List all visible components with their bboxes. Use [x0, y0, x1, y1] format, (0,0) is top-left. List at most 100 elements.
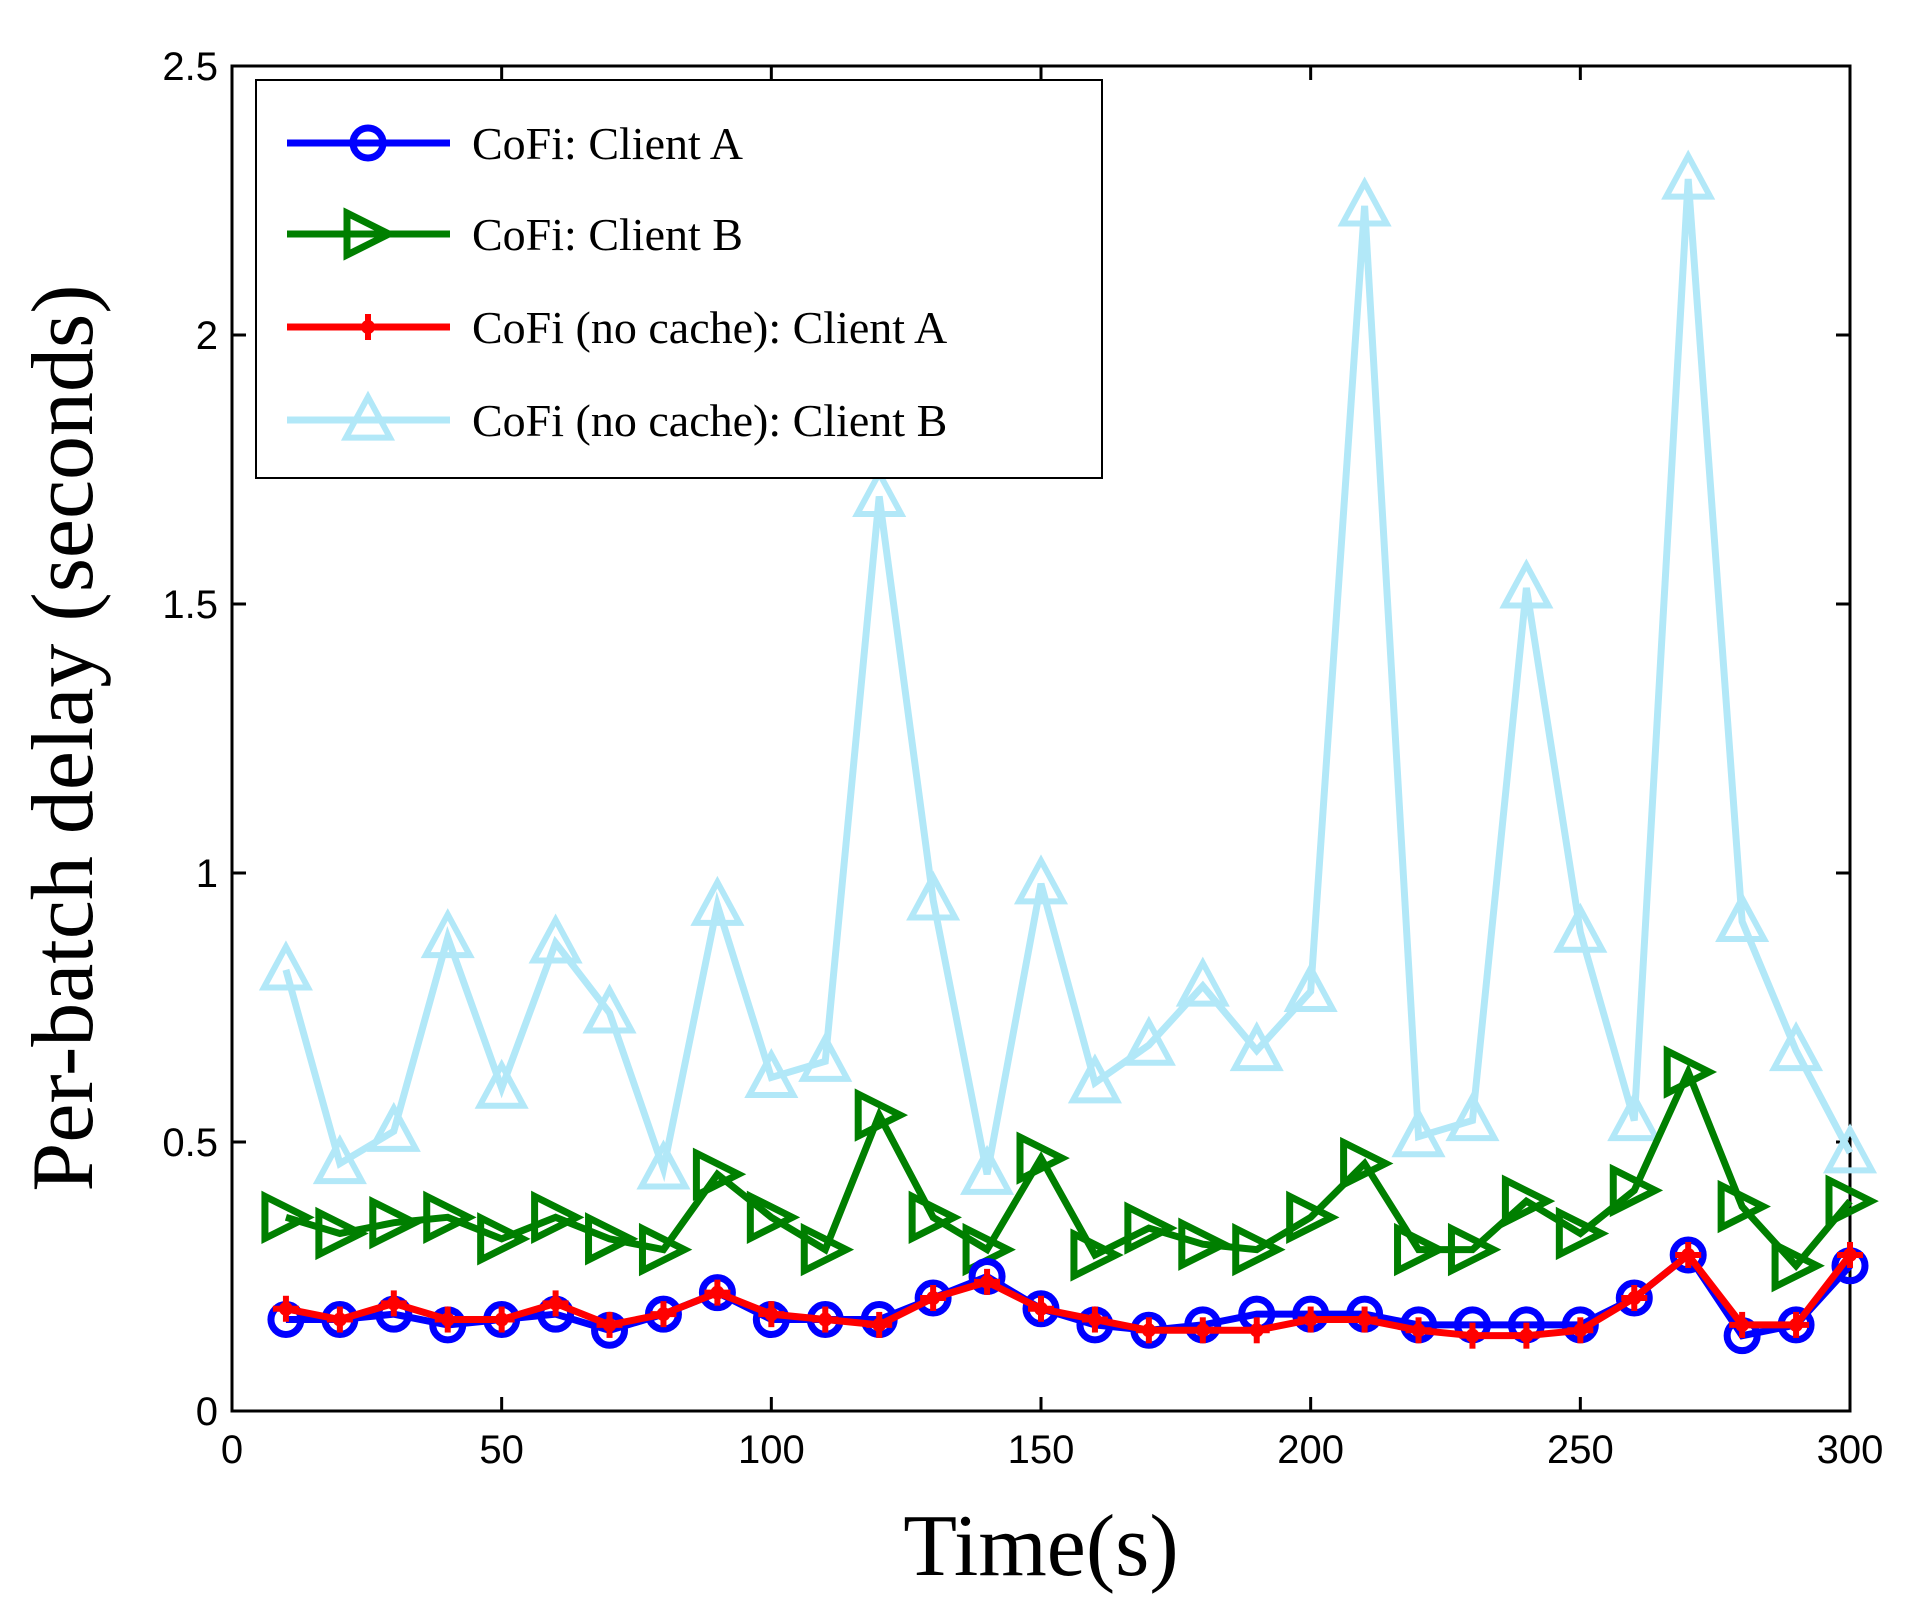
series-2-point [423, 1190, 477, 1244]
series-3-point-dot [1357, 1312, 1372, 1327]
series-2-point [746, 1190, 801, 1244]
legend-label-4: CoFi (no cache): Client B [472, 395, 947, 446]
series-4-point [852, 466, 907, 517]
series-2-point [1016, 1131, 1070, 1185]
legend-marker-4 [340, 390, 396, 441]
series-3-point-dot [602, 1317, 617, 1332]
series-3-point-dot [1573, 1323, 1588, 1338]
series-3-point-dot [278, 1301, 293, 1316]
series-1-point [914, 1279, 952, 1317]
series-3-point [542, 1290, 569, 1317]
series-2-point [261, 1190, 315, 1244]
axis-ticks: 0 50 100 150 200 250 300 0 0.5 1 1.5 2 2.5 [162, 45, 1883, 1472]
series-4-point [1661, 149, 1716, 200]
series-3-point-dot [1249, 1323, 1264, 1338]
series-3-point [1405, 1317, 1432, 1344]
series-2-point [1340, 1136, 1394, 1191]
y-tick-label: 2 [196, 314, 218, 358]
series-3-point [1081, 1306, 1108, 1333]
series-2-point [638, 1222, 693, 1277]
series-4-point [1607, 1091, 1662, 1142]
series-3-point-dot [1411, 1323, 1426, 1338]
series-3-point [596, 1311, 623, 1338]
series-3 [272, 1241, 1863, 1349]
series-2-point [369, 1196, 423, 1250]
series-3-point-dot [710, 1285, 725, 1300]
series-3-point [1513, 1322, 1540, 1349]
series-3-point-dot [1465, 1328, 1480, 1343]
series-3-point-dot [1627, 1291, 1642, 1306]
series-3-point [1837, 1241, 1863, 1268]
series-2-point [315, 1206, 369, 1261]
series-3-point [434, 1306, 461, 1333]
series-3-point-dot [1681, 1247, 1696, 1262]
series-3-point-dot [872, 1317, 887, 1332]
series-3-point [488, 1306, 515, 1333]
series-2-point [1286, 1190, 1340, 1244]
series-3-point-dot [926, 1291, 941, 1306]
series-2-point [1394, 1222, 1448, 1277]
series-2-point [477, 1212, 531, 1266]
series-3-point-dot [1843, 1247, 1857, 1262]
legend: CoFi: Client A CoFi: Client B CoFi (no cac… [255, 79, 1103, 479]
series-3-point [1567, 1317, 1594, 1344]
series-2-point [1178, 1217, 1232, 1271]
series-4 [258, 149, 1878, 1195]
series-3-point-dot [1735, 1317, 1750, 1332]
series-4-point [1553, 902, 1608, 953]
series-4-point [474, 1058, 529, 1109]
x-tick-label: 300 [1817, 1428, 1884, 1472]
series-3-point-dot [1087, 1312, 1102, 1327]
series-3-point [758, 1301, 785, 1328]
series-3-point-dot [494, 1312, 509, 1327]
x-tick-label: 0 [221, 1428, 243, 1472]
y-tick-label: 0.5 [162, 1121, 218, 1165]
series-2-point [531, 1190, 585, 1244]
series-3-point [326, 1306, 353, 1333]
series-3-point-dot [818, 1312, 833, 1327]
legend-marker-2 [343, 207, 397, 261]
series-4-point [1121, 1015, 1176, 1066]
series-4-point [906, 870, 961, 921]
series-3-point [920, 1285, 947, 1312]
series-3-point [866, 1311, 893, 1338]
series-3-point [974, 1268, 1001, 1295]
series-4-point [1013, 854, 1069, 905]
series-2-point [854, 1088, 909, 1142]
series-3-point [1297, 1306, 1324, 1333]
series-3-point-dot [1789, 1317, 1804, 1332]
series-3-point-dot [332, 1312, 347, 1327]
series-2-point [692, 1147, 747, 1201]
series-2-point [1771, 1239, 1825, 1293]
series-3-point [1729, 1311, 1756, 1338]
series-4-point [366, 1101, 421, 1152]
series-2-point [1501, 1174, 1556, 1228]
series-4-point [1391, 1107, 1446, 1158]
series-3-point-dot [1141, 1323, 1156, 1338]
series-3-point [272, 1295, 299, 1322]
series-2-point [800, 1222, 855, 1277]
x-tick-label: 50 [479, 1428, 524, 1472]
series-1-point [1615, 1279, 1653, 1317]
series-4-point [312, 1134, 367, 1185]
series-4-point [1445, 1091, 1500, 1142]
series-4-point [1337, 176, 1392, 227]
series-2-point [908, 1190, 962, 1244]
series-3-point-dot [980, 1274, 995, 1289]
series-2-point [1717, 1179, 1771, 1234]
series-3-point [1028, 1295, 1054, 1322]
legend-marker-3-dot [361, 320, 375, 334]
series-4-point [258, 940, 313, 991]
series-layer [258, 149, 1879, 1355]
series-4-point [636, 1139, 691, 1190]
series-3-point [1783, 1311, 1810, 1338]
series-4-line [282, 178, 1854, 1183]
series-3-point [704, 1279, 731, 1306]
series-4-point [1822, 1123, 1878, 1174]
series-3-point-dot [1303, 1312, 1318, 1327]
legend-marker-1 [349, 124, 387, 162]
legend-label-3: CoFi (no cache): Client A [472, 302, 947, 353]
series-3-point-dot [764, 1307, 779, 1322]
series-2-point [1663, 1045, 1718, 1099]
series-2-point [1555, 1206, 1610, 1261]
